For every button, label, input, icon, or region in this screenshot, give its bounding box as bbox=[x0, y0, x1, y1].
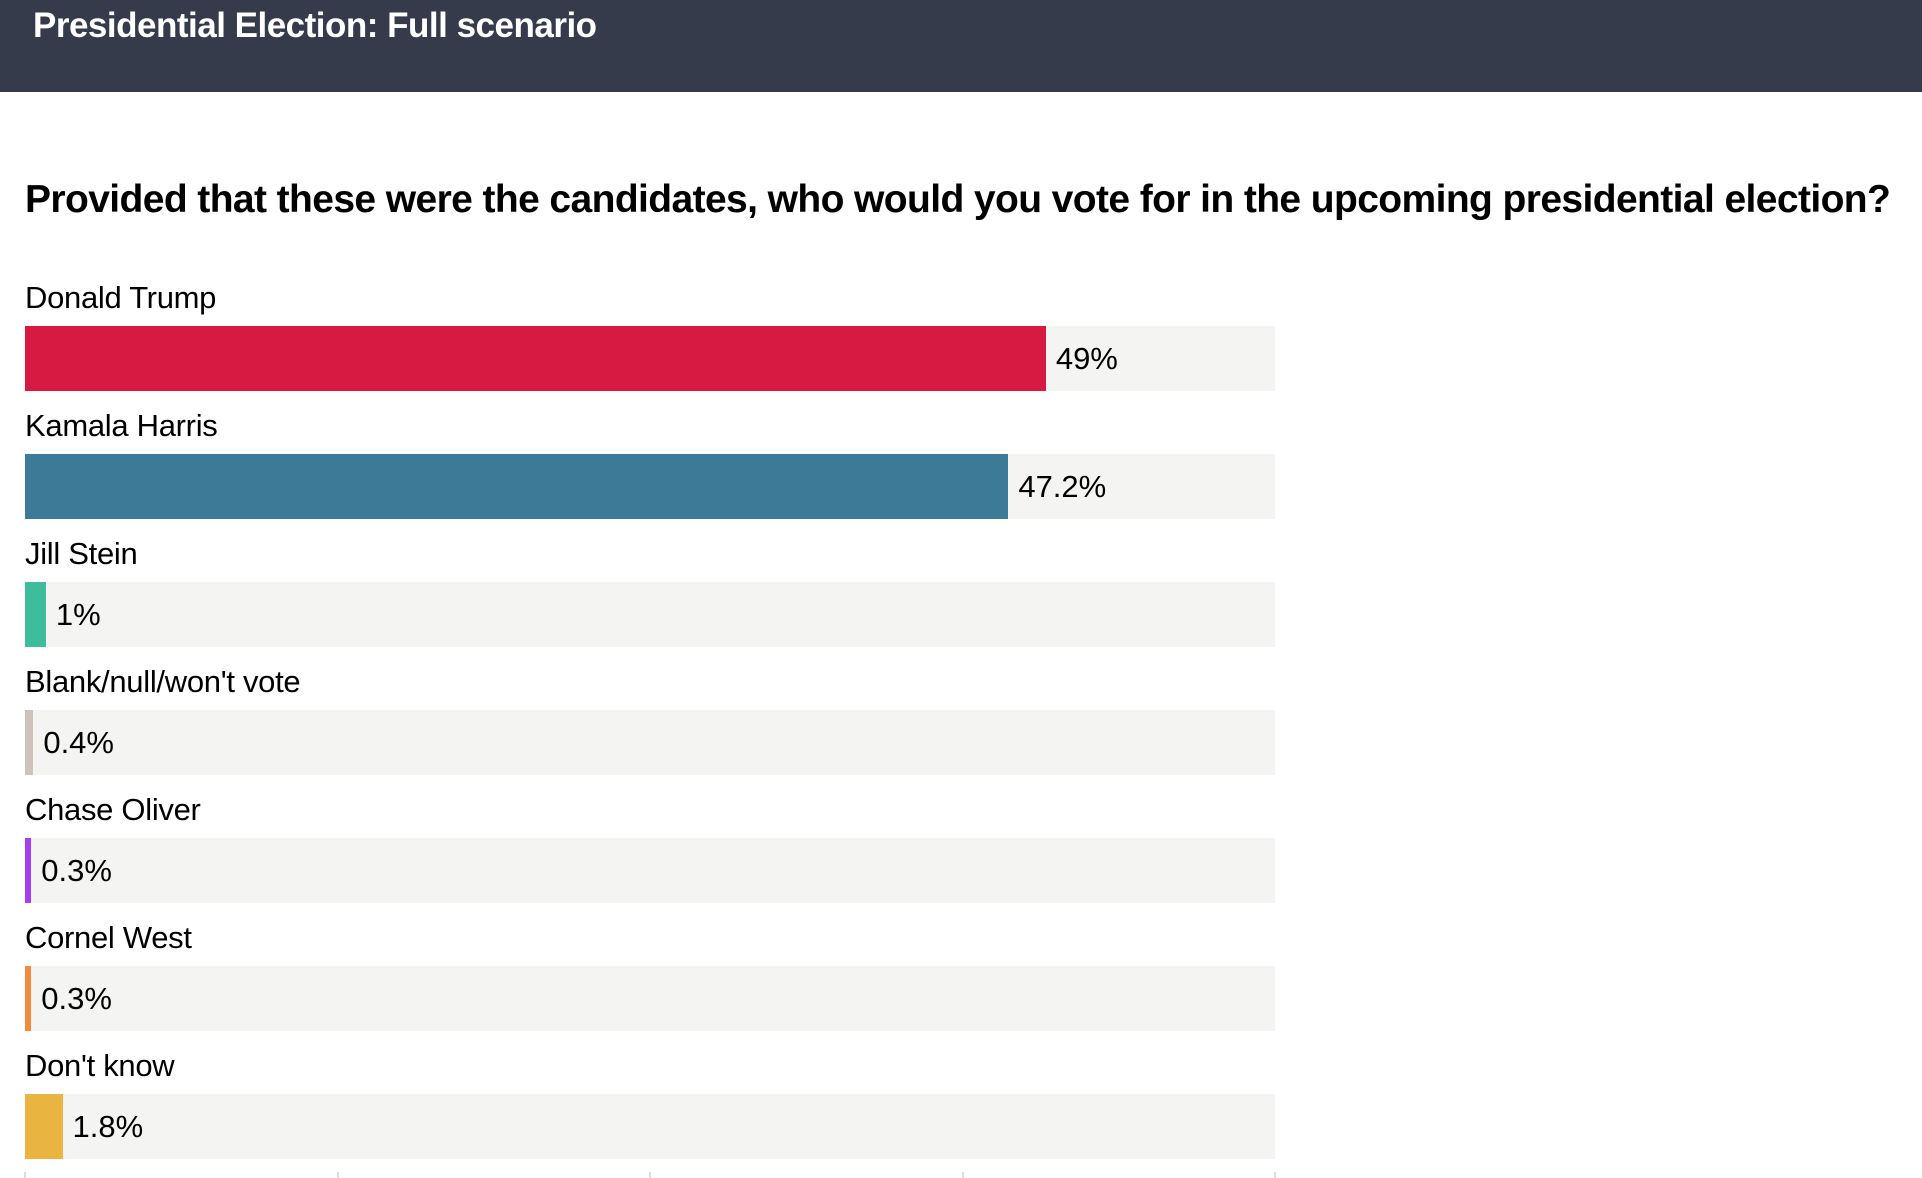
bar-track: 0.3% bbox=[25, 838, 1275, 903]
x-tick bbox=[336, 1172, 339, 1178]
bar-value-label: 1.8% bbox=[72, 1109, 144, 1144]
x-tick bbox=[1274, 1172, 1276, 1178]
bar-chart: Donald Trump 49% Kamala Harris 47.2% Jill St… bbox=[25, 280, 1275, 1176]
bar-label: Blank/null/won't vote bbox=[25, 664, 301, 699]
bar-row: Cornel West 0.3% bbox=[25, 920, 1275, 1048]
x-tick bbox=[649, 1172, 651, 1178]
bar-row: Jill Stein 1% bbox=[25, 536, 1275, 664]
bar-value-label: 0.3% bbox=[41, 853, 112, 888]
bar-row: Donald Trump 49% bbox=[25, 280, 1275, 408]
bar-label: Cornel West bbox=[25, 920, 192, 955]
bar-label: Donald Trump bbox=[25, 280, 217, 315]
bar-label: Chase Oliver bbox=[25, 792, 201, 827]
bar bbox=[25, 838, 32, 903]
bar-label: Jill Stein bbox=[25, 536, 138, 571]
bar bbox=[25, 454, 1009, 519]
x-tick bbox=[961, 1172, 964, 1178]
bar bbox=[25, 966, 32, 1031]
bar-row: Blank/null/won't vote 0.4% bbox=[25, 664, 1275, 792]
bar-label: Don't know bbox=[25, 1048, 175, 1083]
bar-value-label: 0.4% bbox=[43, 725, 114, 760]
bar bbox=[25, 326, 1046, 391]
bar-value-label: 49% bbox=[1055, 341, 1118, 376]
bar bbox=[25, 582, 46, 647]
bar-value-label: 47.2% bbox=[1018, 469, 1107, 504]
bar-row: Don't know 1.8% bbox=[25, 1048, 1275, 1176]
bar bbox=[25, 710, 34, 775]
bar-label: Kamala Harris bbox=[25, 408, 218, 443]
bar-track: 1% bbox=[25, 582, 1275, 647]
bar-track: 47.2% bbox=[25, 454, 1275, 519]
chart-title: Provided that these were the candidates,… bbox=[25, 178, 1891, 221]
page-title: Presidential Election: Full scenario bbox=[33, 6, 597, 45]
bar bbox=[25, 1094, 63, 1159]
header-bar: Presidential Election: Full scenario bbox=[0, 0, 1922, 92]
x-tick bbox=[24, 1172, 26, 1178]
bar-value-label: 0.3% bbox=[41, 981, 112, 1016]
bar-track: 0.3% bbox=[25, 966, 1275, 1031]
bar-track: 49% bbox=[25, 326, 1275, 391]
bar-track: 1.8% bbox=[25, 1094, 1275, 1159]
bar-value-label: 1% bbox=[55, 597, 101, 632]
bar-row: Chase Oliver 0.3% bbox=[25, 792, 1275, 920]
bar-row: Kamala Harris 47.2% bbox=[25, 408, 1275, 536]
bar-track: 0.4% bbox=[25, 710, 1275, 775]
